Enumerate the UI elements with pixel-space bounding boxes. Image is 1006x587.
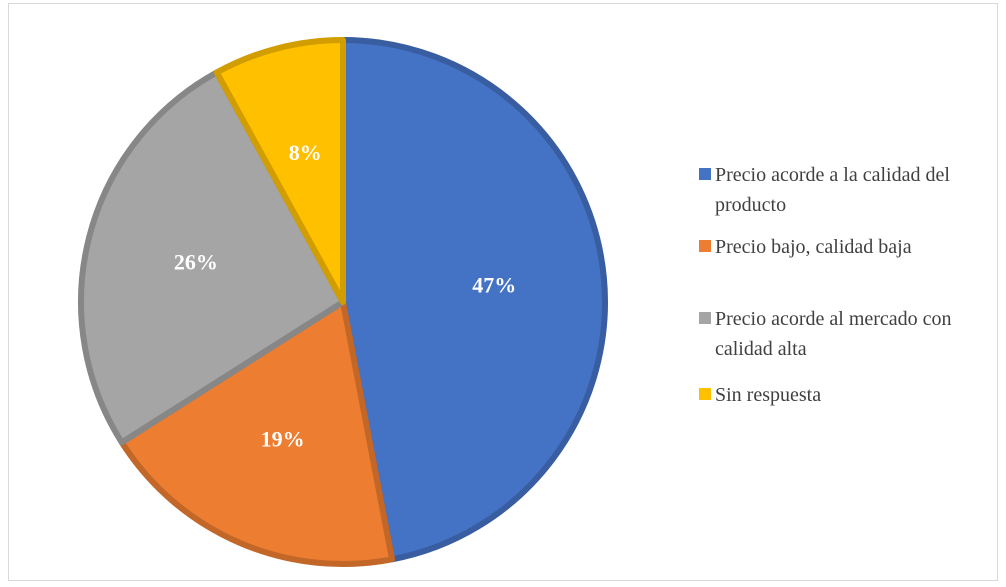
chart-area: 47% 19% 26% 8% Precio acorde a la calidad d…: [8, 3, 998, 581]
data-label-3: 8%: [289, 140, 322, 165]
legend-swatch: [699, 240, 711, 252]
data-label-1: 19%: [261, 427, 305, 452]
pie-slice-2: [78, 69, 346, 446]
legend-label: Precio bajo, calidad baja: [715, 236, 912, 258]
pie-slice-1: [118, 299, 396, 567]
legend-swatch: [699, 168, 711, 180]
legend-label: Precio acorde al mercado con calidad alt…: [715, 308, 952, 360]
data-label-0: 47%: [472, 273, 516, 298]
legend-label: Precio acorde a la calidad del producto: [715, 164, 950, 216]
legend-swatch: [699, 388, 711, 400]
pie-slice-3: [213, 37, 346, 305]
legend-item-precio-bajo: Precio bajo, calidad baja: [699, 232, 1005, 262]
pie-chart: 47% 19% 26% 8%: [78, 37, 608, 567]
legend-item-sin-respuesta: Sin respuesta: [699, 380, 1005, 410]
legend-item-precio-calidad-producto: Precio acorde a la calidad del producto: [699, 160, 1005, 220]
pie-slice-0: [340, 37, 608, 563]
legend-item-precio-mercado: Precio acorde al mercado con calidad alt…: [699, 304, 1005, 364]
legend-swatch: [699, 312, 711, 324]
data-label-2: 26%: [174, 249, 218, 274]
legend-label: Sin respuesta: [715, 384, 822, 406]
